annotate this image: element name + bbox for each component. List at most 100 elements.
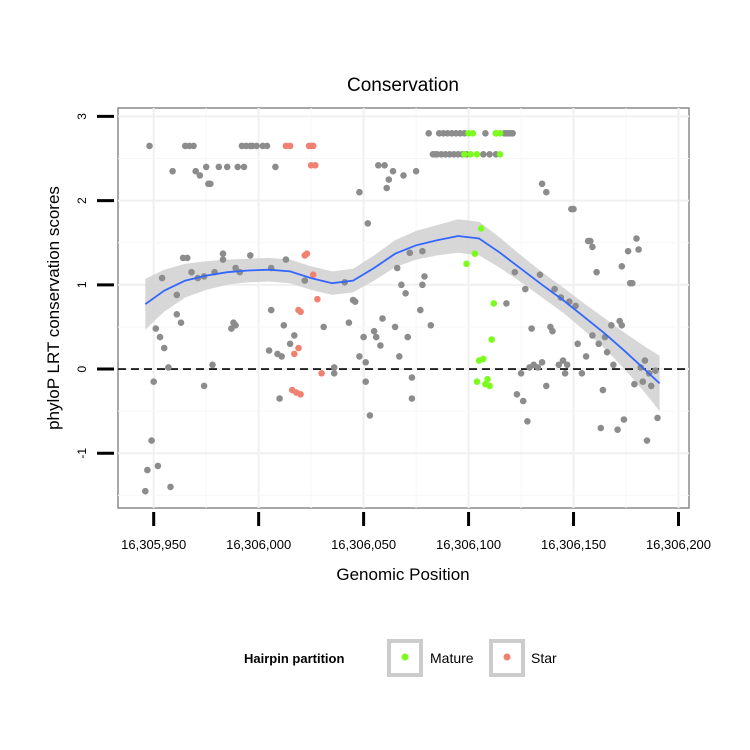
other-point — [417, 306, 424, 314]
other-point — [263, 142, 271, 150]
other-point — [513, 391, 521, 398]
star-point — [297, 391, 304, 398]
other-point — [385, 176, 393, 183]
other-point — [177, 319, 185, 327]
other-point — [152, 325, 160, 332]
y-axis-label: phyloP LRT conservation scores — [44, 186, 63, 430]
y-tick-label: -1 — [75, 448, 89, 459]
other-point — [595, 340, 602, 348]
other-point — [154, 462, 162, 470]
other-point — [372, 333, 380, 341]
mature-point — [461, 151, 468, 158]
other-point — [620, 416, 628, 423]
mature-point — [488, 336, 496, 343]
other-point — [362, 378, 370, 386]
legend-title: Hairpin partition — [244, 651, 344, 666]
other-point — [589, 332, 596, 339]
other-point — [425, 130, 433, 137]
other-point — [624, 247, 632, 255]
other-point — [184, 254, 191, 262]
other-point — [144, 466, 151, 474]
other-point — [150, 378, 157, 386]
legend-star-label: Star — [531, 650, 557, 666]
other-point — [603, 348, 611, 356]
other-point — [637, 364, 644, 371]
other-point — [173, 291, 181, 299]
other-point — [643, 437, 651, 444]
mature-point — [484, 375, 491, 383]
other-point — [522, 285, 529, 293]
other-point — [209, 361, 216, 369]
other-point — [167, 483, 174, 491]
other-point — [396, 353, 403, 360]
y-tick-label: 2 — [75, 197, 89, 204]
x-tick-label: 16,306,000 — [226, 537, 291, 552]
other-point — [393, 264, 401, 272]
other-point — [158, 274, 166, 282]
other-point — [543, 382, 550, 390]
other-point — [559, 357, 567, 364]
x-tick-label: 16,306,150 — [541, 537, 606, 552]
star-point — [286, 142, 294, 150]
smooth-line — [144, 235, 661, 385]
other-point — [561, 370, 569, 377]
other-point — [528, 325, 535, 332]
other-point — [519, 397, 527, 405]
other-point — [635, 246, 642, 253]
mature-point — [469, 130, 477, 137]
other-point — [572, 302, 579, 310]
y-tick-label: 3 — [75, 113, 89, 120]
other-point — [202, 163, 210, 171]
other-point — [196, 172, 204, 179]
other-point — [631, 380, 638, 388]
other-point — [234, 163, 241, 171]
other-point — [589, 243, 596, 251]
mature-point — [496, 130, 504, 137]
other-point — [419, 281, 426, 289]
other-point — [192, 167, 199, 175]
mature-point — [467, 151, 475, 158]
other-point — [534, 364, 542, 371]
star-point — [312, 162, 319, 169]
x-axis-label: Genomic Position — [336, 565, 469, 584]
other-point — [570, 205, 577, 213]
mature-point — [477, 225, 485, 232]
other-point — [320, 323, 328, 331]
other-point — [391, 323, 399, 331]
star-point — [291, 350, 298, 358]
other-point — [219, 250, 227, 257]
other-point — [639, 378, 647, 386]
x-tick-label: 16,306,100 — [436, 537, 501, 552]
other-point — [593, 268, 600, 276]
other-point — [610, 361, 617, 369]
mature-point — [473, 378, 481, 386]
other-point — [356, 353, 363, 360]
other-point — [629, 279, 636, 287]
x-tick-label: 16,305,950 — [121, 537, 186, 552]
other-point — [160, 344, 168, 352]
legend-mature-dot — [401, 653, 409, 661]
other-point — [291, 332, 298, 339]
other-point — [524, 418, 531, 425]
other-point — [618, 322, 626, 329]
other-point — [419, 247, 426, 255]
other-point — [267, 306, 275, 314]
mature-point — [473, 151, 481, 158]
other-point — [142, 487, 149, 495]
star-point — [297, 308, 304, 316]
other-point — [219, 256, 227, 263]
other-point — [247, 252, 254, 259]
axes: 16,305,950 16,306,000 16,306,050 16,306,100… — [75, 113, 711, 552]
other-point — [652, 367, 659, 375]
x-tick-label: 16,306,200 — [646, 537, 711, 552]
other-point — [207, 180, 214, 188]
star-point — [318, 370, 325, 377]
other-point — [253, 142, 260, 150]
legend-star-dot — [503, 653, 511, 661]
legend-mature-label: Mature — [430, 650, 474, 666]
other-point — [345, 319, 353, 327]
chart-title: Conservation — [347, 75, 459, 96]
other-point — [232, 322, 239, 329]
other-point — [366, 412, 374, 419]
other-point — [265, 347, 273, 354]
